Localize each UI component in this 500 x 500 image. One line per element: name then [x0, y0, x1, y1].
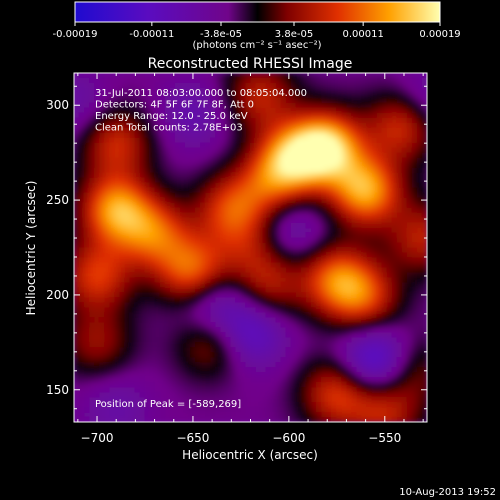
colorbar-ticks: -0.00019 -0.00011 -3.8e-05 3.8e-05 0.00011 0.… — [53, 22, 461, 40]
x-axis-label: Heliocentric X (arcsec) — [182, 448, 318, 462]
info-line: 31-Jul-2011 08:03:00.000 to 08:05:04.000 — [95, 88, 307, 99]
x-tick-label: −600 — [272, 431, 305, 445]
y-tick-label: 200 — [46, 288, 69, 302]
y-tick-label: 250 — [46, 193, 69, 207]
colorbar-gradient — [74, 1, 441, 23]
info-line: Energy Range: 12.0 - 25.0 keV — [95, 111, 248, 122]
y-tick-label: 300 — [46, 98, 69, 112]
plot-area: −700 −650 −600 −550 150 200 250 300 31-Jul-201… — [46, 72, 428, 445]
x-axis-ticks: −700 −650 −600 −550 — [77, 73, 424, 445]
timestamp: 10-Aug-2013 19:52 — [399, 487, 496, 498]
colorbar-tick-label: -3.8e-05 — [200, 29, 242, 40]
chart-title: Reconstructed RHESSI Image — [148, 56, 353, 72]
info-block: 31-Jul-2011 08:03:00.000 to 08:05:04.000… — [95, 88, 307, 134]
x-tick-label: −700 — [81, 431, 114, 445]
y-tick-label: 150 — [46, 383, 69, 397]
colorbar-tick-label: 0.00019 — [419, 29, 460, 40]
colorbar-tick-label: 3.8e-05 — [275, 29, 313, 40]
x-tick-label: −550 — [368, 431, 401, 445]
peak-position-label: Position of Peak = [-589,269] — [95, 399, 241, 410]
colorbar-tick-label: 0.00011 — [342, 29, 383, 40]
heatmap-image — [74, 73, 427, 422]
y-axis-label: Heliocentric Y (arcsec) — [24, 181, 38, 316]
colorbar: -0.00019 -0.00011 -3.8e-05 3.8e-05 0.00011 0.… — [53, 1, 461, 51]
x-tick-label: −650 — [176, 431, 209, 445]
info-line: Detectors: 4F 5F 6F 7F 8F, Att 0 — [95, 100, 254, 111]
colorbar-tick-label: -0.00019 — [53, 29, 98, 40]
info-line: Clean Total counts: 2.78E+03 — [95, 123, 243, 134]
colorbar-tick-label: -0.00011 — [129, 29, 174, 40]
colorbar-unit-label: (photons cm⁻² s⁻¹ asec⁻²) — [192, 40, 321, 51]
y-axis-ticks: 150 200 250 300 — [46, 85, 427, 410]
